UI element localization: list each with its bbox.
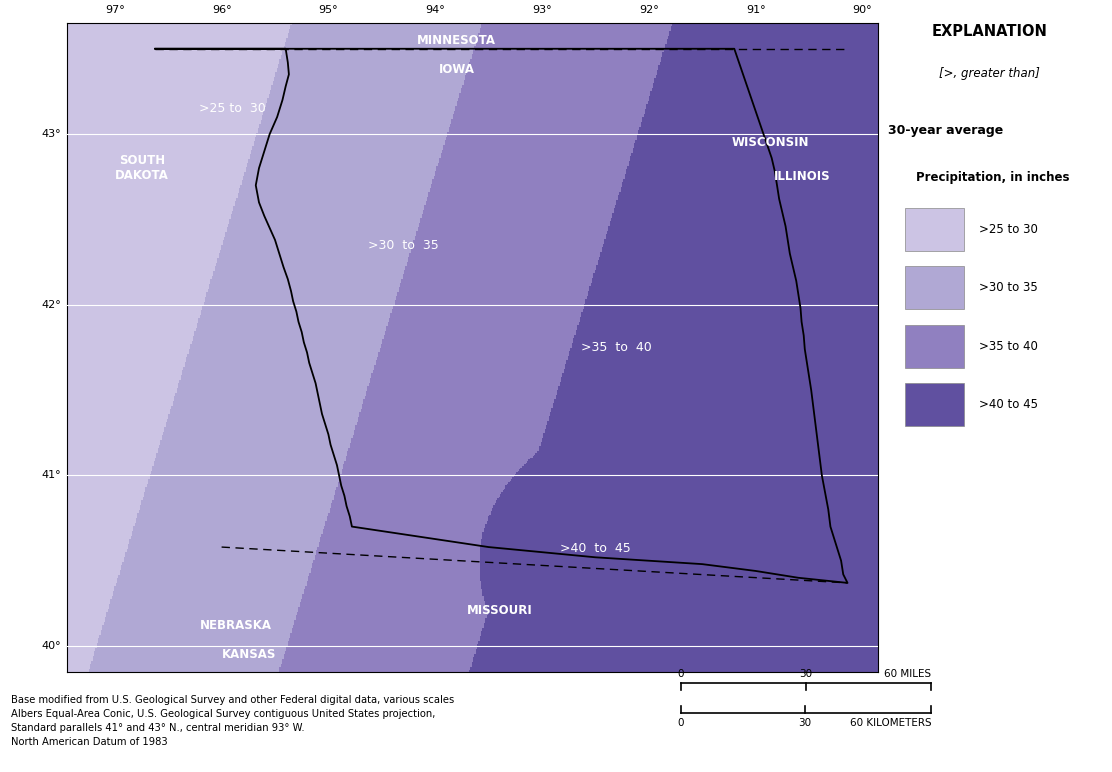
Bar <box>905 324 964 367</box>
Text: WISCONSIN: WISCONSIN <box>732 136 810 149</box>
Text: >25 to 30: >25 to 30 <box>980 223 1037 236</box>
Text: 95°: 95° <box>319 5 338 15</box>
Text: SOUTH
DAKOTA: SOUTH DAKOTA <box>115 154 169 182</box>
Text: Precipitation, in inches: Precipitation, in inches <box>916 171 1070 184</box>
Text: 60 KILOMETERS: 60 KILOMETERS <box>850 718 932 728</box>
Text: 60 MILES: 60 MILES <box>884 669 932 679</box>
Text: 40°: 40° <box>42 641 61 651</box>
Text: KANSAS: KANSAS <box>221 648 276 661</box>
Text: 42°: 42° <box>41 300 61 310</box>
Text: >30  to  35: >30 to 35 <box>368 239 438 252</box>
Text: >35 to 40: >35 to 40 <box>980 340 1037 353</box>
Text: 92°: 92° <box>639 5 658 15</box>
Text: 0: 0 <box>678 669 684 679</box>
Text: 90°: 90° <box>853 5 872 15</box>
Text: >40  to  45: >40 to 45 <box>560 542 631 555</box>
Text: 93°: 93° <box>533 5 552 15</box>
Text: 43°: 43° <box>42 129 61 139</box>
Text: >30 to 35: >30 to 35 <box>980 281 1037 294</box>
Bar <box>905 208 964 251</box>
Text: MISSOURI: MISSOURI <box>466 604 533 617</box>
Text: >25 to  30: >25 to 30 <box>199 102 266 115</box>
Text: 30: 30 <box>798 718 812 728</box>
Text: 30-year average: 30-year average <box>888 124 1003 137</box>
Text: NEBRASKA: NEBRASKA <box>200 619 272 632</box>
Text: 91°: 91° <box>746 5 765 15</box>
Text: ILLINOIS: ILLINOIS <box>774 171 831 183</box>
Text: 0: 0 <box>678 718 684 728</box>
Text: 41°: 41° <box>42 470 61 480</box>
Text: EXPLANATION: EXPLANATION <box>932 24 1048 39</box>
Bar <box>905 383 964 426</box>
Text: [>, greater than]: [>, greater than] <box>940 67 1040 80</box>
Text: 30: 30 <box>800 669 813 679</box>
Text: IOWA: IOWA <box>438 63 475 76</box>
Text: 96°: 96° <box>211 5 231 15</box>
Text: MINNESOTA: MINNESOTA <box>417 34 496 47</box>
Text: 94°: 94° <box>426 5 445 15</box>
Text: 97°: 97° <box>105 5 125 15</box>
Text: >35  to  40: >35 to 40 <box>582 341 652 354</box>
Text: Base modified from U.S. Geological Survey and other Federal digital data, variou: Base modified from U.S. Geological Surve… <box>11 695 455 747</box>
Bar <box>905 266 964 310</box>
Text: >40 to 45: >40 to 45 <box>980 398 1039 411</box>
